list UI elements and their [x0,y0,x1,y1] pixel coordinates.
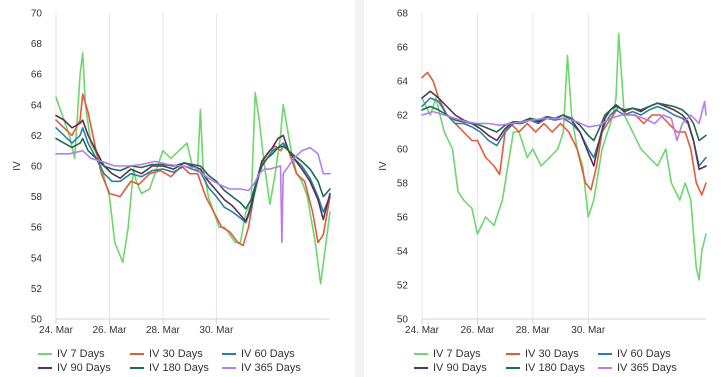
legend-swatch [222,367,236,369]
x-tick-label: 30. Mar [199,325,234,336]
series-line-iv-60-days[interactable] [421,97,707,167]
y-tick-label: 62 [397,111,409,122]
legend-swatch [598,367,612,369]
x-tick-label: 28. Mar [516,325,551,336]
y-tick-label: 50 [397,315,409,326]
y-tick-label: 54 [31,253,43,264]
y-tick-label: 56 [31,223,43,234]
legend-label: IV 180 Days [525,362,585,374]
legend-label: IV 7 Days [57,348,105,360]
panel-divider [355,0,364,377]
y-tick-label: 64 [397,77,409,88]
legend-label: IV 60 Days [241,348,295,360]
x-tick-label: 24. Mar [405,325,440,336]
y-tick-label: 50 [31,315,43,326]
y-tick-label: 68 [31,39,43,50]
y-tick-label: 60 [31,162,43,173]
series-line-iv-30-days[interactable] [421,71,707,196]
legend-label: IV 365 Days [241,362,301,374]
y-tick-label: 66 [397,43,409,54]
legend-item-iv-180-days[interactable]: IV 180 Days [130,362,222,374]
legend-label: IV 30 Days [525,348,579,360]
y-tick-label: 52 [397,281,409,292]
chart-panel-right: 50 52 54 56 58 60 62 64 66 68 24. Mar 26. Mar 28. Ma… [364,0,722,377]
y-tick-label: 54 [397,247,409,258]
legend-swatch [38,353,52,355]
legend-label: IV 60 Days [617,348,671,360]
legend-swatch [598,353,612,355]
legend-left: IV 7 Days IV 30 Days IV 60 Days IV 90 Days I… [38,348,314,374]
legend-label: IV 365 Days [617,362,677,374]
legend-item-iv-90-days[interactable]: IV 90 Days [38,362,130,374]
legend-swatch [506,367,520,369]
x-tick-label: 24. Mar [39,325,74,336]
legend-item-iv-90-days[interactable]: IV 90 Days [414,362,506,374]
y-tick-label: 58 [397,179,409,190]
legend-item-iv-30-days[interactable]: IV 30 Days [506,348,598,360]
series-line-iv-7-days[interactable] [421,32,707,281]
y-axis-label: IV [12,161,23,171]
y-tick-label: 64 [31,100,43,111]
legend-swatch [506,353,520,355]
y-tick-label: 68 [397,9,409,20]
legend-swatch [222,353,236,355]
y-tick-label: 58 [31,192,43,203]
legend-item-iv-365-days[interactable]: IV 365 Days [598,362,690,374]
y-tick-label: 70 [31,9,43,20]
x-tick-label: 26. Mar [460,325,495,336]
legend-item-iv-365-days[interactable]: IV 365 Days [222,362,314,374]
legend-item-iv-60-days[interactable]: IV 60 Days [222,348,314,360]
legend-item-iv-60-days[interactable]: IV 60 Days [598,348,690,360]
y-tick-label: 56 [397,213,409,224]
legend-label: IV 30 Days [149,348,203,360]
y-tick-label: 52 [31,284,43,295]
x-tick-label: 30. Mar [571,325,606,336]
legend-swatch [38,367,52,369]
chart-right: 50 52 54 56 58 60 62 64 66 68 24. Mar 26. Mar 28. Ma… [378,9,707,336]
y-tick-label: 60 [397,145,409,156]
legend-swatch [130,367,144,369]
legend-label: IV 7 Days [433,348,481,360]
legend-label: IV 90 Days [57,362,111,374]
chart-panel-left: 50 52 54 56 58 60 62 64 66 68 70 24. Mar 26. Mar 28. … [0,0,355,377]
legend-item-iv-7-days[interactable]: IV 7 Days [38,348,130,360]
chart-left: 50 52 54 56 58 60 62 64 66 68 70 24. Mar 26. Mar 28. … [12,9,331,336]
legend-item-iv-7-days[interactable]: IV 7 Days [414,348,506,360]
series-line-iv-365-days[interactable] [421,100,707,142]
x-tick-label: 28. Mar [146,325,181,336]
series-line-iv-365-days[interactable] [55,146,331,244]
legend-swatch [414,367,428,369]
legend-swatch [130,353,144,355]
legend-label: IV 180 Days [149,362,209,374]
y-tick-label: 62 [31,131,43,142]
series-line-iv-90-days[interactable] [55,114,331,222]
legend-label: IV 90 Days [433,362,487,374]
series-line-iv-7-days[interactable] [55,51,331,285]
y-tick-label: 66 [31,70,43,81]
legend-item-iv-180-days[interactable]: IV 180 Days [506,362,598,374]
legend-swatch [414,353,428,355]
legend-right: IV 7 Days IV 30 Days IV 60 Days IV 90 Days I… [414,348,690,374]
y-axis-label: IV [378,161,389,171]
x-tick-label: 26. Mar [93,325,128,336]
legend-item-iv-30-days[interactable]: IV 30 Days [130,348,222,360]
